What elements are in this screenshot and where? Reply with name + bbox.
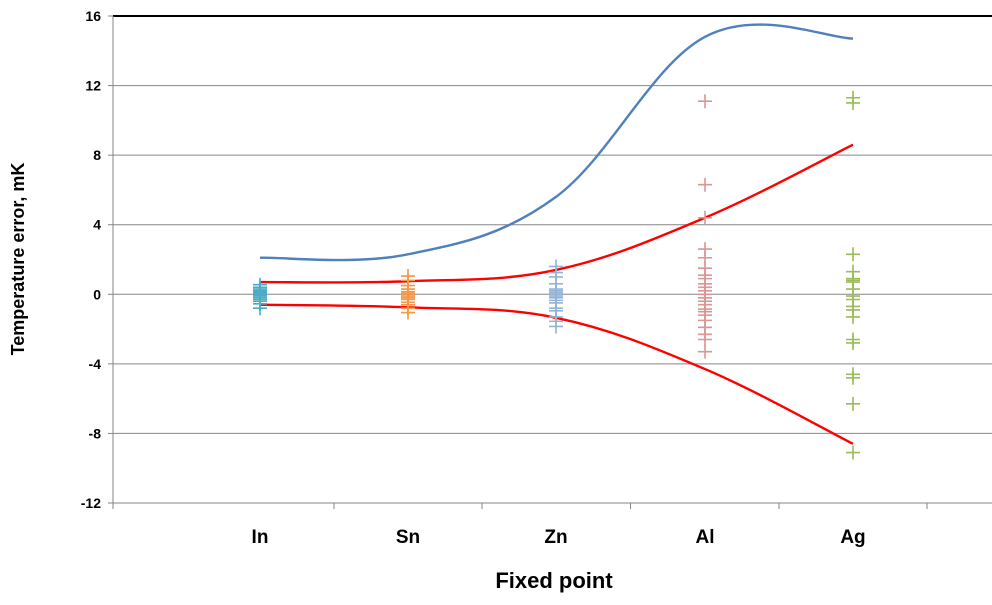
y-tick-label: -4 <box>89 356 102 372</box>
y-tick-label: 16 <box>85 8 101 24</box>
y-tick-label: 0 <box>93 286 101 302</box>
data-point-ag <box>846 95 860 110</box>
data-point-ag <box>846 396 860 411</box>
data-point-ag <box>846 335 860 350</box>
x-tick-label: Al <box>696 527 715 548</box>
y-tick-label: -12 <box>81 495 101 511</box>
x-tick-label: Sn <box>396 527 420 548</box>
x-tick-label: Zn <box>544 527 567 548</box>
y-tick-label: 8 <box>93 147 101 163</box>
data-point-al <box>698 332 712 347</box>
x-tick-label: Ag <box>840 527 865 548</box>
data-point-sn <box>401 305 415 320</box>
series-lines <box>259 23 854 445</box>
y-tick-label: 12 <box>85 78 101 94</box>
data-point-ag <box>846 309 860 324</box>
data-point-al <box>698 210 712 225</box>
tick-labels: -12 -8 -4 0 4 8 12 16 In Sn Zn Al Ag <box>81 8 866 548</box>
y-tick-label: -8 <box>89 425 102 441</box>
data-point-ag <box>846 370 860 385</box>
x-tick-label: In <box>252 527 269 548</box>
axes <box>108 15 992 509</box>
data-point-al <box>698 177 712 192</box>
series-line-blue <box>259 23 854 262</box>
x-axis-title: Fixed point <box>495 568 613 593</box>
data-point-al <box>698 94 712 109</box>
data-point-al <box>698 344 712 359</box>
data-point-zn <box>549 319 563 334</box>
data-point-in <box>253 301 267 316</box>
y-tick-label: 4 <box>93 217 101 233</box>
data-point-ag <box>846 247 860 262</box>
gridlines <box>113 15 992 434</box>
data-point-ag <box>846 445 860 460</box>
data-points <box>253 90 860 460</box>
y-axis-title: Temperature error, mK <box>8 163 28 356</box>
